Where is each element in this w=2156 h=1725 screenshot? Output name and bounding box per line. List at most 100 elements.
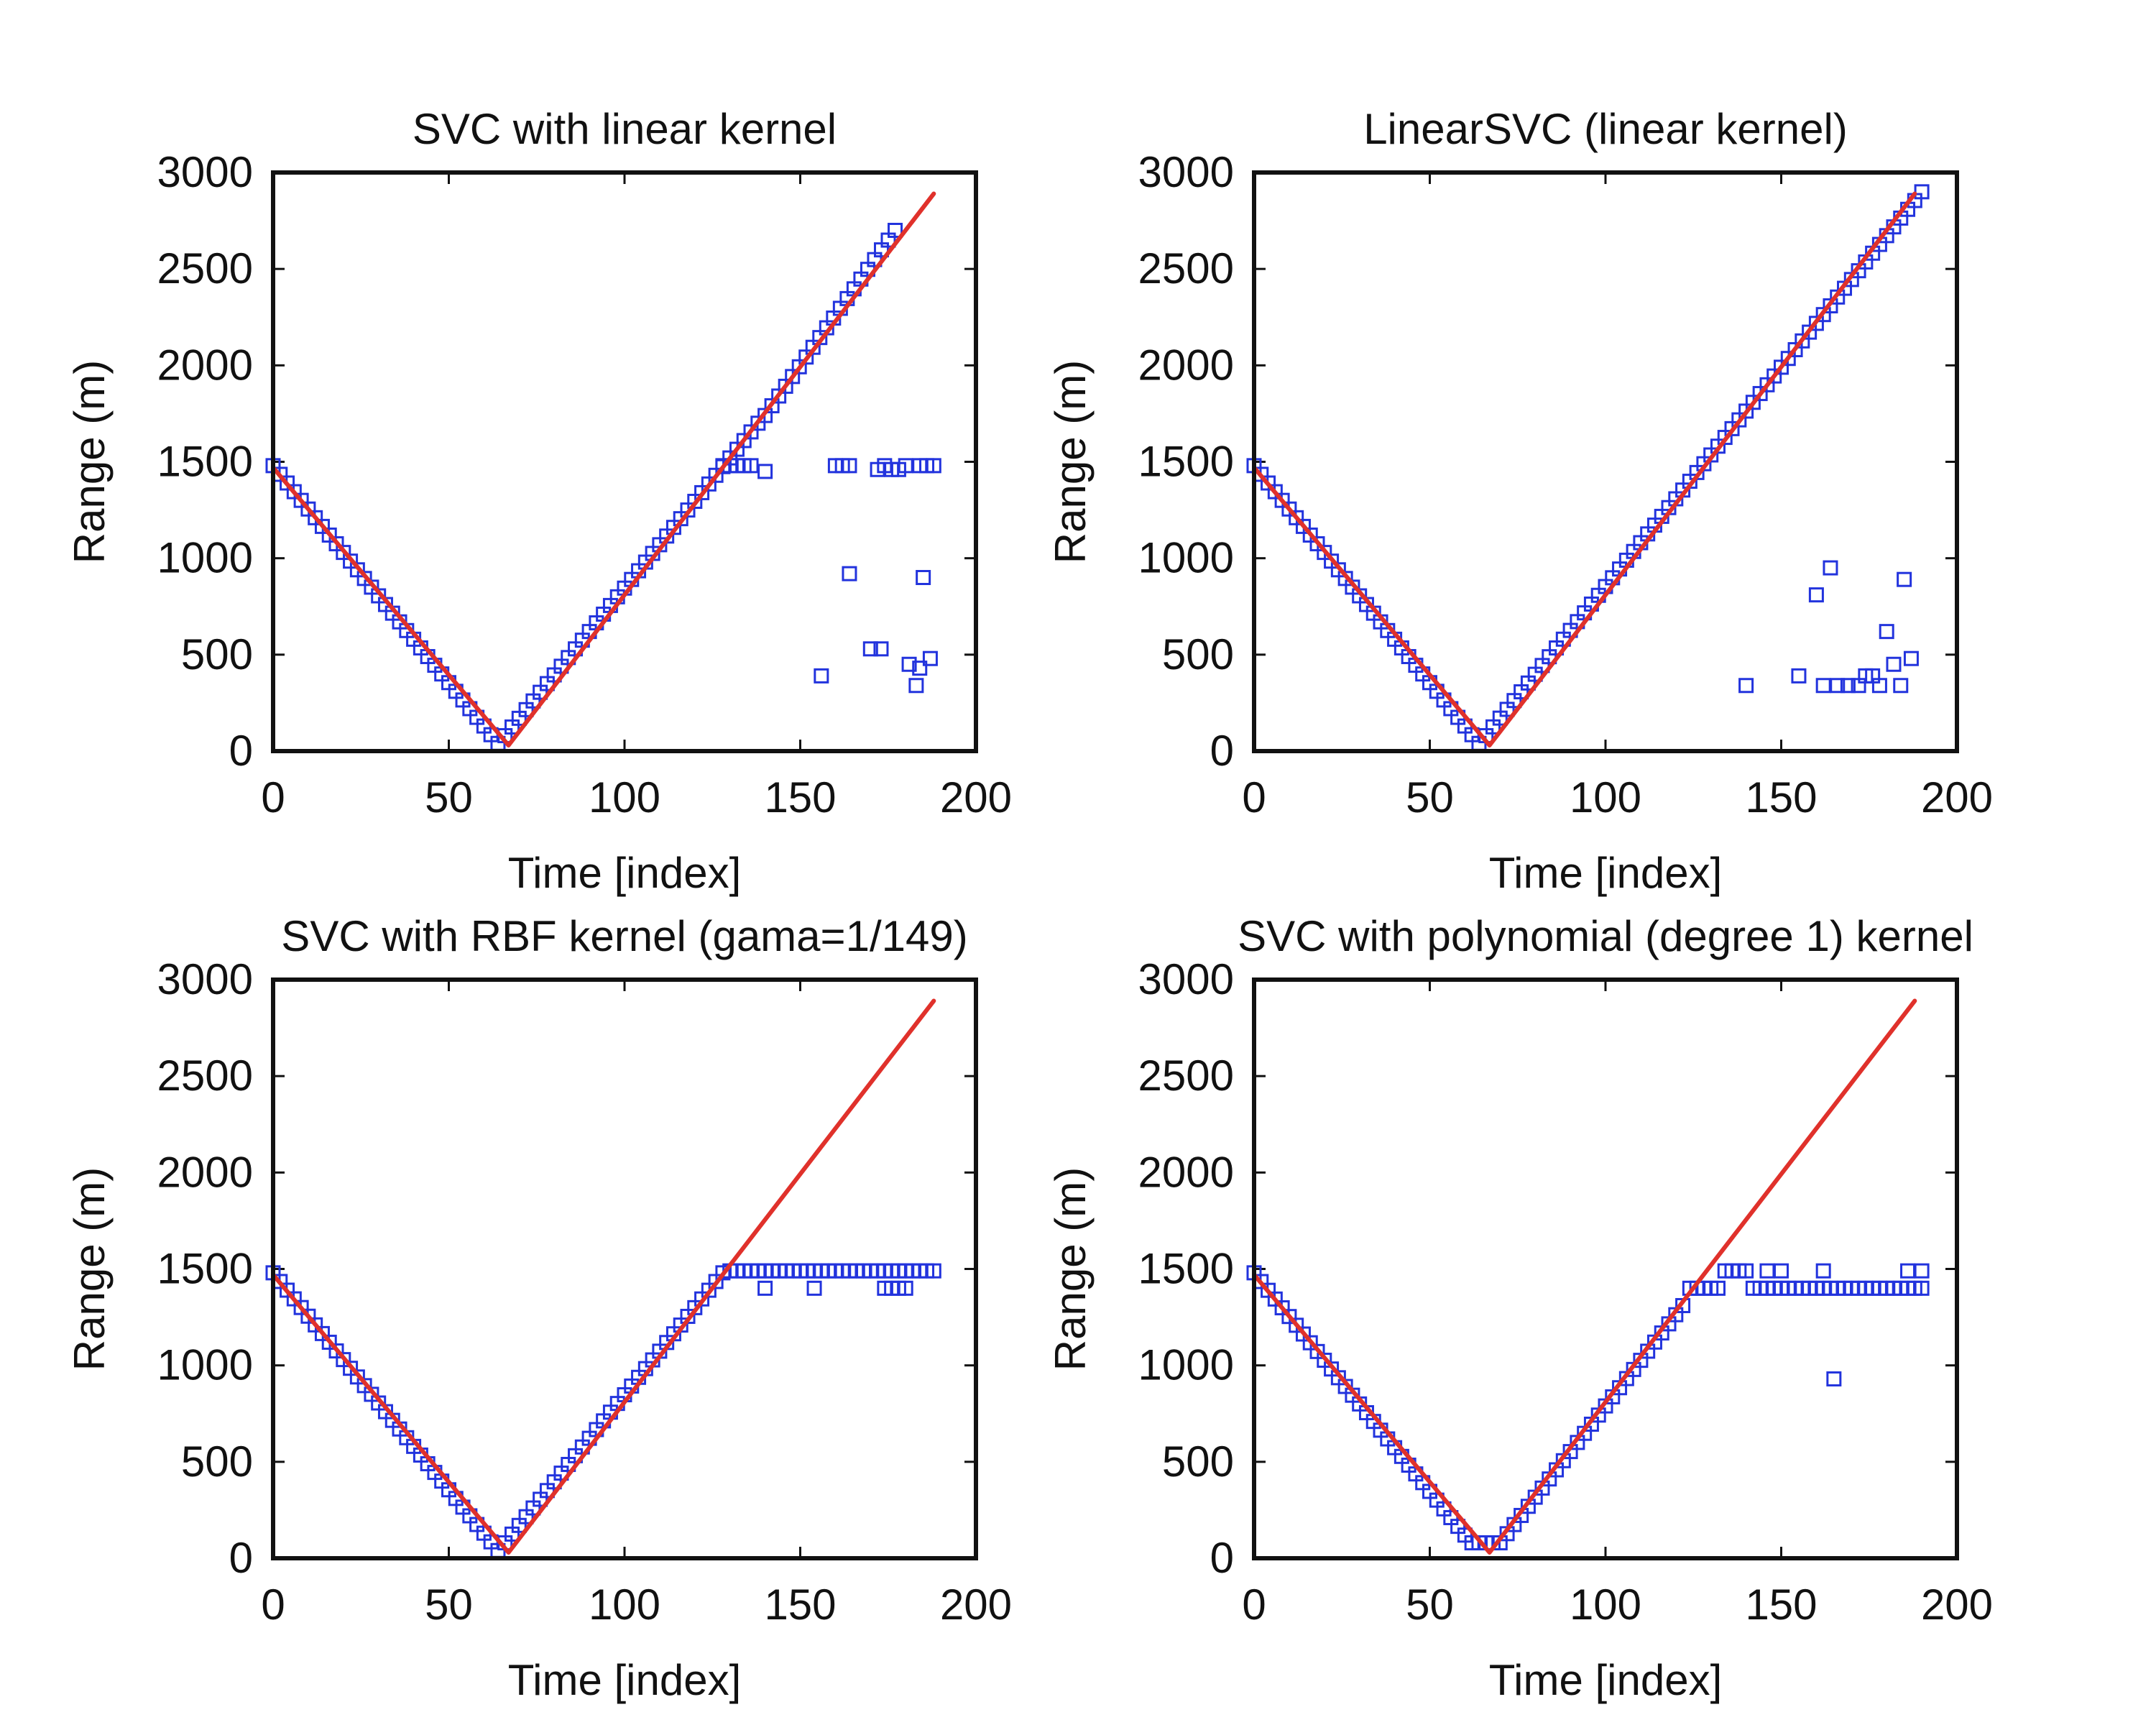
y-tick-label: 500 <box>181 1438 253 1486</box>
x-tick-label: 200 <box>940 1581 1012 1629</box>
fit-line <box>271 998 936 1555</box>
y-tick-label: 1500 <box>1138 438 1234 486</box>
data-point <box>1738 678 1754 694</box>
y-axis-label: Range (m) <box>1046 360 1095 564</box>
subplot-3: SVC with RBF kernel (gama=1/149) 0 50 100 15… <box>65 912 1012 1704</box>
data-point <box>926 458 941 474</box>
data-point <box>1871 678 1887 694</box>
x-tick-label: 100 <box>589 1581 660 1629</box>
y-tick-label: 0 <box>1210 1534 1234 1582</box>
data-point <box>1879 624 1894 640</box>
data-point <box>1914 1263 1930 1279</box>
y-axis-label: Range (m) <box>1046 1167 1095 1371</box>
x-tick-label: 200 <box>1921 773 1993 822</box>
data-point <box>757 1280 773 1296</box>
data-point <box>862 641 878 657</box>
y-tick-label: 3000 <box>157 148 253 196</box>
x-axis-label: Time [index] <box>1489 849 1723 897</box>
y-axis-label: Range (m) <box>65 1167 114 1371</box>
x-tick-label: 150 <box>764 1581 836 1629</box>
y-tick-label: 2500 <box>157 1052 253 1100</box>
fit-line <box>1252 191 1917 748</box>
data-point <box>1840 678 1856 694</box>
y-tick-label: 0 <box>229 1534 253 1582</box>
plot-frame <box>1252 170 1959 753</box>
data-point <box>806 1280 822 1296</box>
y-tick-label: 0 <box>229 727 253 775</box>
data-point <box>1710 1280 1726 1296</box>
plot-frame <box>271 170 978 753</box>
x-axis-label: Time [index] <box>508 849 742 897</box>
y-tick-label: 2000 <box>157 1148 253 1196</box>
data-point <box>842 566 857 581</box>
data-point <box>916 570 931 585</box>
subplot-4: SVC with polynomial (degree 1) kernel 0 50… <box>1046 912 1993 1704</box>
data-point <box>1893 678 1909 694</box>
x-tick-label: 100 <box>1570 1581 1641 1629</box>
y-tick-label: 1500 <box>157 438 253 486</box>
data-point <box>1791 668 1807 684</box>
data-point <box>743 458 759 474</box>
y-tick-label: 1500 <box>1138 1245 1234 1293</box>
data-point <box>926 1263 941 1279</box>
y-tick-label: 3000 <box>1138 955 1234 1003</box>
y-tick-label: 500 <box>1162 630 1234 678</box>
data-point <box>1900 1263 1916 1279</box>
x-tick-label: 200 <box>940 773 1012 822</box>
y-axis-label: Range (m) <box>65 360 114 564</box>
x-tick-label: 200 <box>1921 1581 1993 1629</box>
x-tick-label: 50 <box>425 773 473 822</box>
fit-line <box>271 191 936 748</box>
y-tick-label: 500 <box>181 630 253 678</box>
x-tick-label: 0 <box>261 773 285 822</box>
x-tick-label: 0 <box>1242 1581 1266 1629</box>
data-point <box>898 458 913 474</box>
data-point <box>1826 1371 1842 1386</box>
data-point <box>1738 1263 1754 1279</box>
data-point <box>1823 560 1838 576</box>
data-point <box>873 641 889 657</box>
y-tick-label: 1000 <box>1138 534 1234 582</box>
data-point <box>1903 650 1919 666</box>
fit-line <box>1252 998 1917 1555</box>
data-point <box>1897 571 1912 587</box>
y-tick-label: 2500 <box>1138 244 1234 293</box>
x-tick-label: 100 <box>589 773 660 822</box>
data-point <box>1759 1263 1775 1279</box>
data-point <box>1774 1263 1789 1279</box>
y-tick-label: 1000 <box>1138 1341 1234 1389</box>
data-point <box>1815 678 1831 694</box>
data-point <box>1808 587 1824 603</box>
x-tick-label: 150 <box>1745 773 1817 822</box>
data-point <box>757 464 773 479</box>
y-tick-label: 2000 <box>157 341 253 389</box>
plot-title: SVC with RBF kernel (gama=1/149) <box>281 912 967 960</box>
x-tick-label: 150 <box>764 773 836 822</box>
x-tick-label: 150 <box>1745 1581 1817 1629</box>
data-point <box>842 458 857 474</box>
y-tick-label: 0 <box>1210 727 1234 775</box>
data-point <box>1830 678 1846 694</box>
y-tick-label: 2000 <box>1138 1148 1234 1196</box>
x-tick-label: 100 <box>1570 773 1641 822</box>
plot-title: LinearSVC (linear kernel) <box>1363 105 1848 153</box>
y-tick-label: 1000 <box>157 1341 253 1389</box>
x-axis-label: Time [index] <box>508 1656 742 1704</box>
x-tick-label: 50 <box>1406 773 1454 822</box>
x-tick-label: 0 <box>261 1581 285 1629</box>
y-tick-label: 3000 <box>157 955 253 1003</box>
plot-title: SVC with polynomial (degree 1) kernel <box>1238 912 1973 960</box>
data-point <box>898 1280 913 1296</box>
data-point <box>922 650 938 666</box>
x-axis-label: Time [index] <box>1489 1656 1723 1704</box>
data-point <box>1886 656 1902 672</box>
y-tick-label: 1000 <box>157 534 253 582</box>
plot-title: SVC with linear kernel <box>413 105 837 153</box>
x-tick-label: 50 <box>425 1581 473 1629</box>
x-tick-label: 0 <box>1242 773 1266 822</box>
y-tick-label: 2000 <box>1138 341 1234 389</box>
y-tick-label: 3000 <box>1138 148 1234 196</box>
plot-frame <box>1252 978 1959 1560</box>
